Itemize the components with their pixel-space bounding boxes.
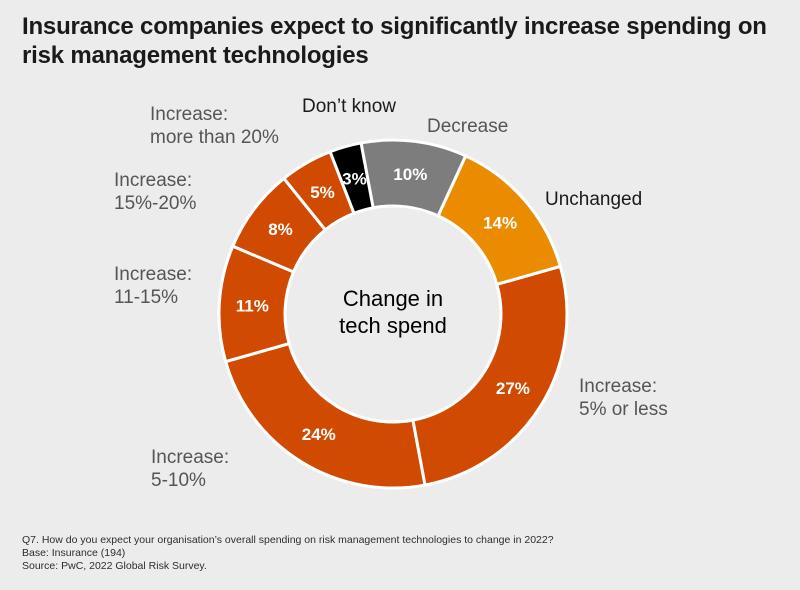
category-label-increase-more-than-20: Increase: more than 20% bbox=[150, 104, 279, 148]
value-label-increase-5-10: 24% bbox=[302, 425, 336, 444]
category-label-increase-5-or-less: Increase: 5% or less bbox=[579, 376, 668, 420]
slice-increase-5-or-less bbox=[411, 264, 569, 487]
category-label-increase-5-10: Increase: 5-10% bbox=[151, 447, 229, 491]
footnote-source: Source: PwC, 2022 Global Risk Survey. bbox=[22, 560, 207, 572]
value-label-increase-more-than-20: 5% bbox=[310, 183, 335, 202]
value-label-increase-11-15: 11% bbox=[236, 296, 269, 315]
category-label-increase-15-20: Increase: 15%-20% bbox=[114, 170, 196, 214]
category-label-unchanged: Unchanged bbox=[545, 189, 642, 210]
category-label-increase-11-15: Increase: 11-15% bbox=[114, 264, 192, 308]
slice-increase-5-10 bbox=[223, 341, 427, 490]
footnotes: Q7. How do you expect your organisation’… bbox=[22, 534, 554, 573]
slice-don-t-know bbox=[328, 141, 375, 216]
value-label-don-t-know: 3% bbox=[342, 169, 367, 188]
footnote-base: Base: Insurance (194) bbox=[22, 547, 126, 559]
value-label-increase-5-or-less: 27% bbox=[496, 379, 530, 398]
value-label-increase-15-20: 8% bbox=[268, 220, 293, 239]
category-label-decrease: Decrease bbox=[427, 116, 508, 137]
chart-title: Insurance companies expect to significan… bbox=[22, 13, 767, 69]
value-label-decrease: 10% bbox=[393, 165, 427, 184]
value-label-unchanged: 14% bbox=[483, 213, 517, 232]
footnote-question: Q7. How do you expect your organisation’… bbox=[22, 534, 554, 546]
center-label: Change in tech spend bbox=[339, 286, 447, 338]
category-label-don-t-know: Don’t know bbox=[302, 96, 396, 117]
